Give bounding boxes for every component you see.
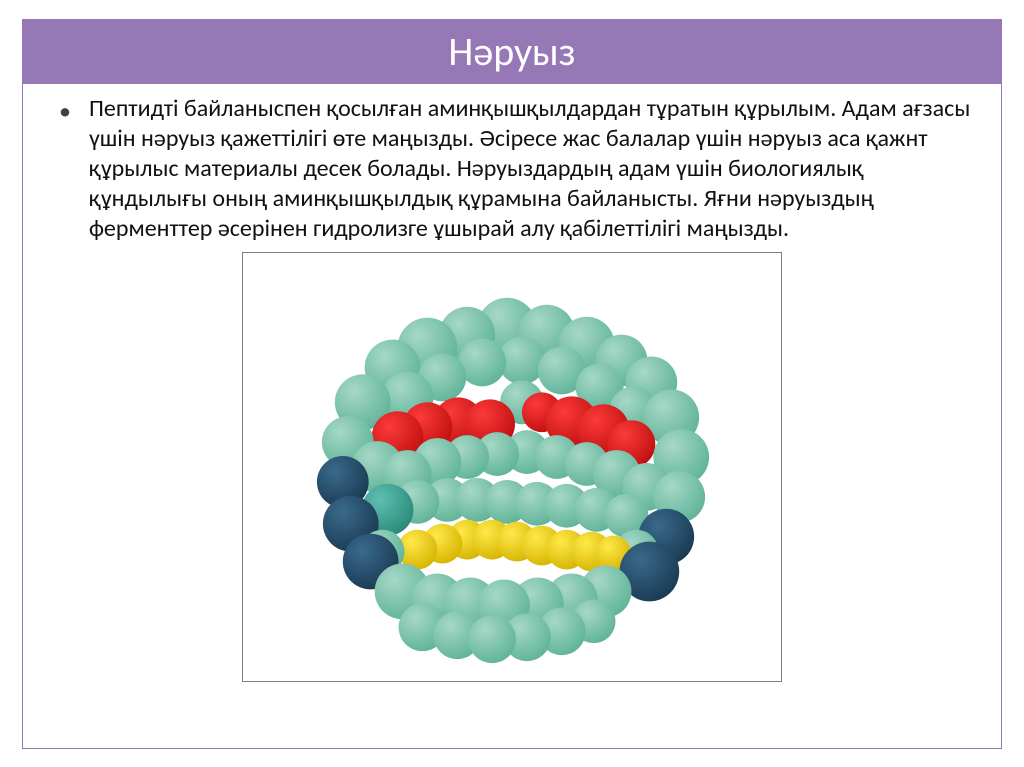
bullet-marker: • (51, 94, 71, 124)
slide-title: Нәруыз (448, 27, 575, 76)
figure-wrapper (51, 252, 973, 682)
bullet-item: • Пептидті байланыспен қосылған аминқышқ… (51, 94, 973, 244)
title-bar: Нәруыз (23, 20, 1001, 84)
content-area: • Пептидті байланыспен қосылған аминқышқ… (23, 84, 1001, 682)
body-paragraph: Пептидті байланыспен қосылған аминқышқыл… (89, 94, 973, 244)
slide-frame: Нәруыз • Пептидті байланыспен қосылған а… (22, 19, 1002, 749)
figure-box (242, 252, 782, 682)
molecule-svg (243, 253, 781, 681)
